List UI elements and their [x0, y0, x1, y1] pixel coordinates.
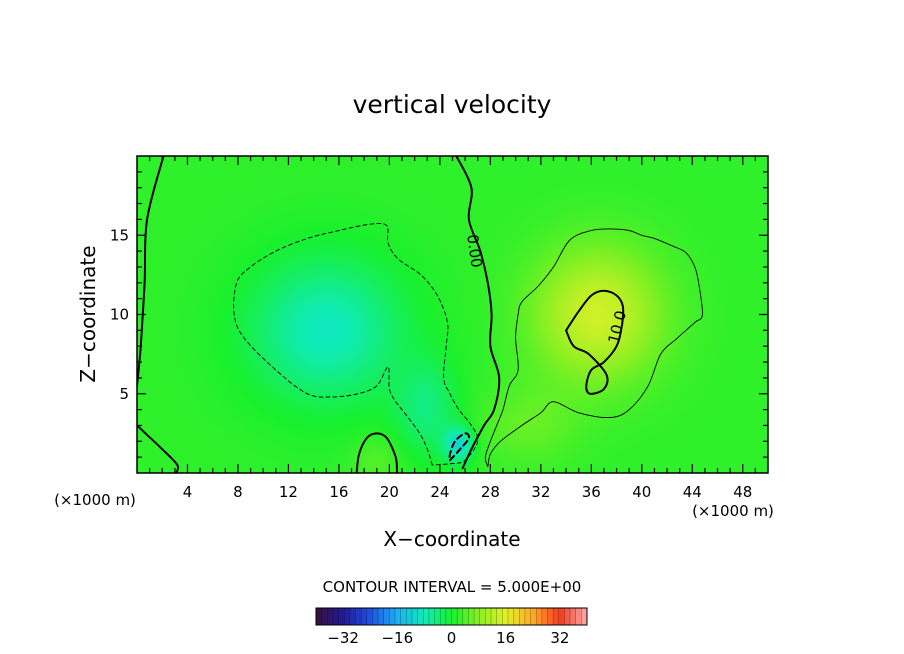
heatmap-image	[137, 156, 768, 473]
colorbar-tick-label-2: 0	[447, 629, 457, 647]
colorbar-cell-28	[474, 608, 481, 625]
contour-10-line-7	[565, 289, 625, 395]
contour-neg5-line-4	[233, 223, 479, 466]
colorbar-ticks: −32 −16 0 16 32	[327, 629, 569, 647]
colorbar-cell-11	[378, 608, 385, 625]
colorbar-cell-20	[428, 608, 435, 625]
contour-0-line-3	[355, 432, 398, 473]
colorbar-cell-25	[457, 608, 464, 625]
x-tick-label-48: 48	[733, 483, 752, 501]
colorbar-cell-18	[417, 608, 424, 625]
contour-interval-label: CONTOUR INTERVAL = 5.000E+00	[323, 578, 582, 596]
contour-neg10-line-5	[448, 432, 471, 462]
colorbar-tick-label-4: 32	[550, 629, 569, 647]
contour-5-line-6	[484, 228, 703, 468]
x-tick-label-28: 28	[481, 483, 500, 501]
x-tick-label-36: 36	[582, 483, 601, 501]
colorbar-cell-42	[553, 608, 560, 625]
colorbar-cell-5	[344, 608, 351, 625]
colorbar-cell-43	[558, 608, 565, 625]
x-unit-right: (×1000 m)	[692, 502, 774, 520]
y-axis-label: Z−coordinate	[76, 245, 100, 382]
y-axis-ticks: 5 10 15	[110, 171, 768, 458]
colorbar-cell-10	[372, 608, 379, 625]
colorbar-cell-27	[468, 608, 475, 625]
colorbar-cell-38	[530, 608, 537, 625]
colorbar-cell-26	[462, 608, 469, 625]
colorbar-cell-22	[440, 608, 447, 625]
colorbar-frame	[315, 607, 588, 626]
colorbar-cell-40	[541, 608, 548, 625]
colorbar-cell-21	[434, 608, 441, 625]
x-tick-label-16: 16	[329, 483, 348, 501]
contour-0-line-2	[455, 156, 501, 470]
colorbar-tick-label-1: −16	[381, 629, 413, 647]
x-tick-label-32: 32	[531, 483, 550, 501]
colorbar-cell-1	[321, 608, 328, 625]
colorbar-cell-19	[423, 608, 430, 625]
colorbar-cell-4	[338, 608, 345, 625]
colorbar-cell-23	[445, 608, 452, 625]
colorbar-cell-32	[496, 608, 503, 625]
chart-title: vertical velocity	[353, 90, 552, 119]
contour-0-line-1	[137, 424, 180, 473]
contour-lines	[137, 156, 703, 473]
colorbar-cell-36	[519, 608, 526, 625]
colorbar-cell-0	[316, 608, 323, 625]
colorbar	[315, 607, 588, 626]
colorbar-tick-label-3: 16	[496, 629, 515, 647]
x-tick-label-12: 12	[279, 483, 298, 501]
colorbar-cell-37	[524, 608, 531, 625]
x-tick-label-4: 4	[183, 483, 193, 501]
y-tick-label-10: 10	[110, 306, 129, 324]
colorbar-cell-24	[451, 608, 458, 625]
x-tick-label-8: 8	[233, 483, 243, 501]
colorbar-cell-6	[349, 608, 356, 625]
colorbar-cell-41	[547, 608, 554, 625]
x-axis-label: X−coordinate	[383, 527, 520, 551]
colorbar-cell-7	[355, 608, 362, 625]
colorbar-cell-2	[327, 608, 334, 625]
x-tick-label-24: 24	[430, 483, 449, 501]
colorbar-cell-34	[507, 608, 515, 625]
colorbar-cell-15	[400, 608, 407, 625]
y-tick-label-15: 15	[110, 226, 129, 244]
colorbar-cell-33	[502, 608, 509, 625]
colorbar-cell-31	[491, 608, 498, 625]
colorbar-cell-35	[513, 608, 520, 625]
colorbar-cell-14	[395, 608, 402, 625]
colorbar-cell-16	[406, 608, 413, 625]
colorbar-cell-30	[485, 608, 492, 625]
colorbar-cell-9	[366, 608, 373, 625]
x-tick-label-44: 44	[683, 483, 702, 501]
colorbar-cell-45	[570, 608, 577, 625]
colorbar-cell-47	[581, 608, 588, 625]
colorbar-cell-29	[479, 608, 486, 625]
colorbar-cell-39	[536, 608, 543, 625]
heatmap-field	[137, 156, 768, 473]
colorbar-cell-8	[361, 608, 368, 625]
colorbar-cell-46	[575, 608, 582, 625]
x-tick-label-40: 40	[632, 483, 651, 501]
colorbar-cell-44	[564, 608, 571, 625]
colorbar-cell-3	[332, 608, 339, 625]
colorbar-cell-17	[411, 608, 419, 625]
x-axis-ticks: 4 8 12 16 20 24 28 32 36 40 44 48	[149, 156, 756, 501]
colorbar-cell-13	[389, 608, 396, 625]
x-unit-left: (×1000 m)	[54, 491, 136, 509]
contour-0-line-0	[137, 156, 165, 387]
contour-label-0: 0.00	[463, 233, 485, 269]
y-tick-label-5: 5	[119, 385, 129, 403]
x-tick-label-20: 20	[380, 483, 399, 501]
colorbar-tick-label-0: −32	[327, 629, 359, 647]
colorbar-cell-12	[383, 608, 390, 625]
